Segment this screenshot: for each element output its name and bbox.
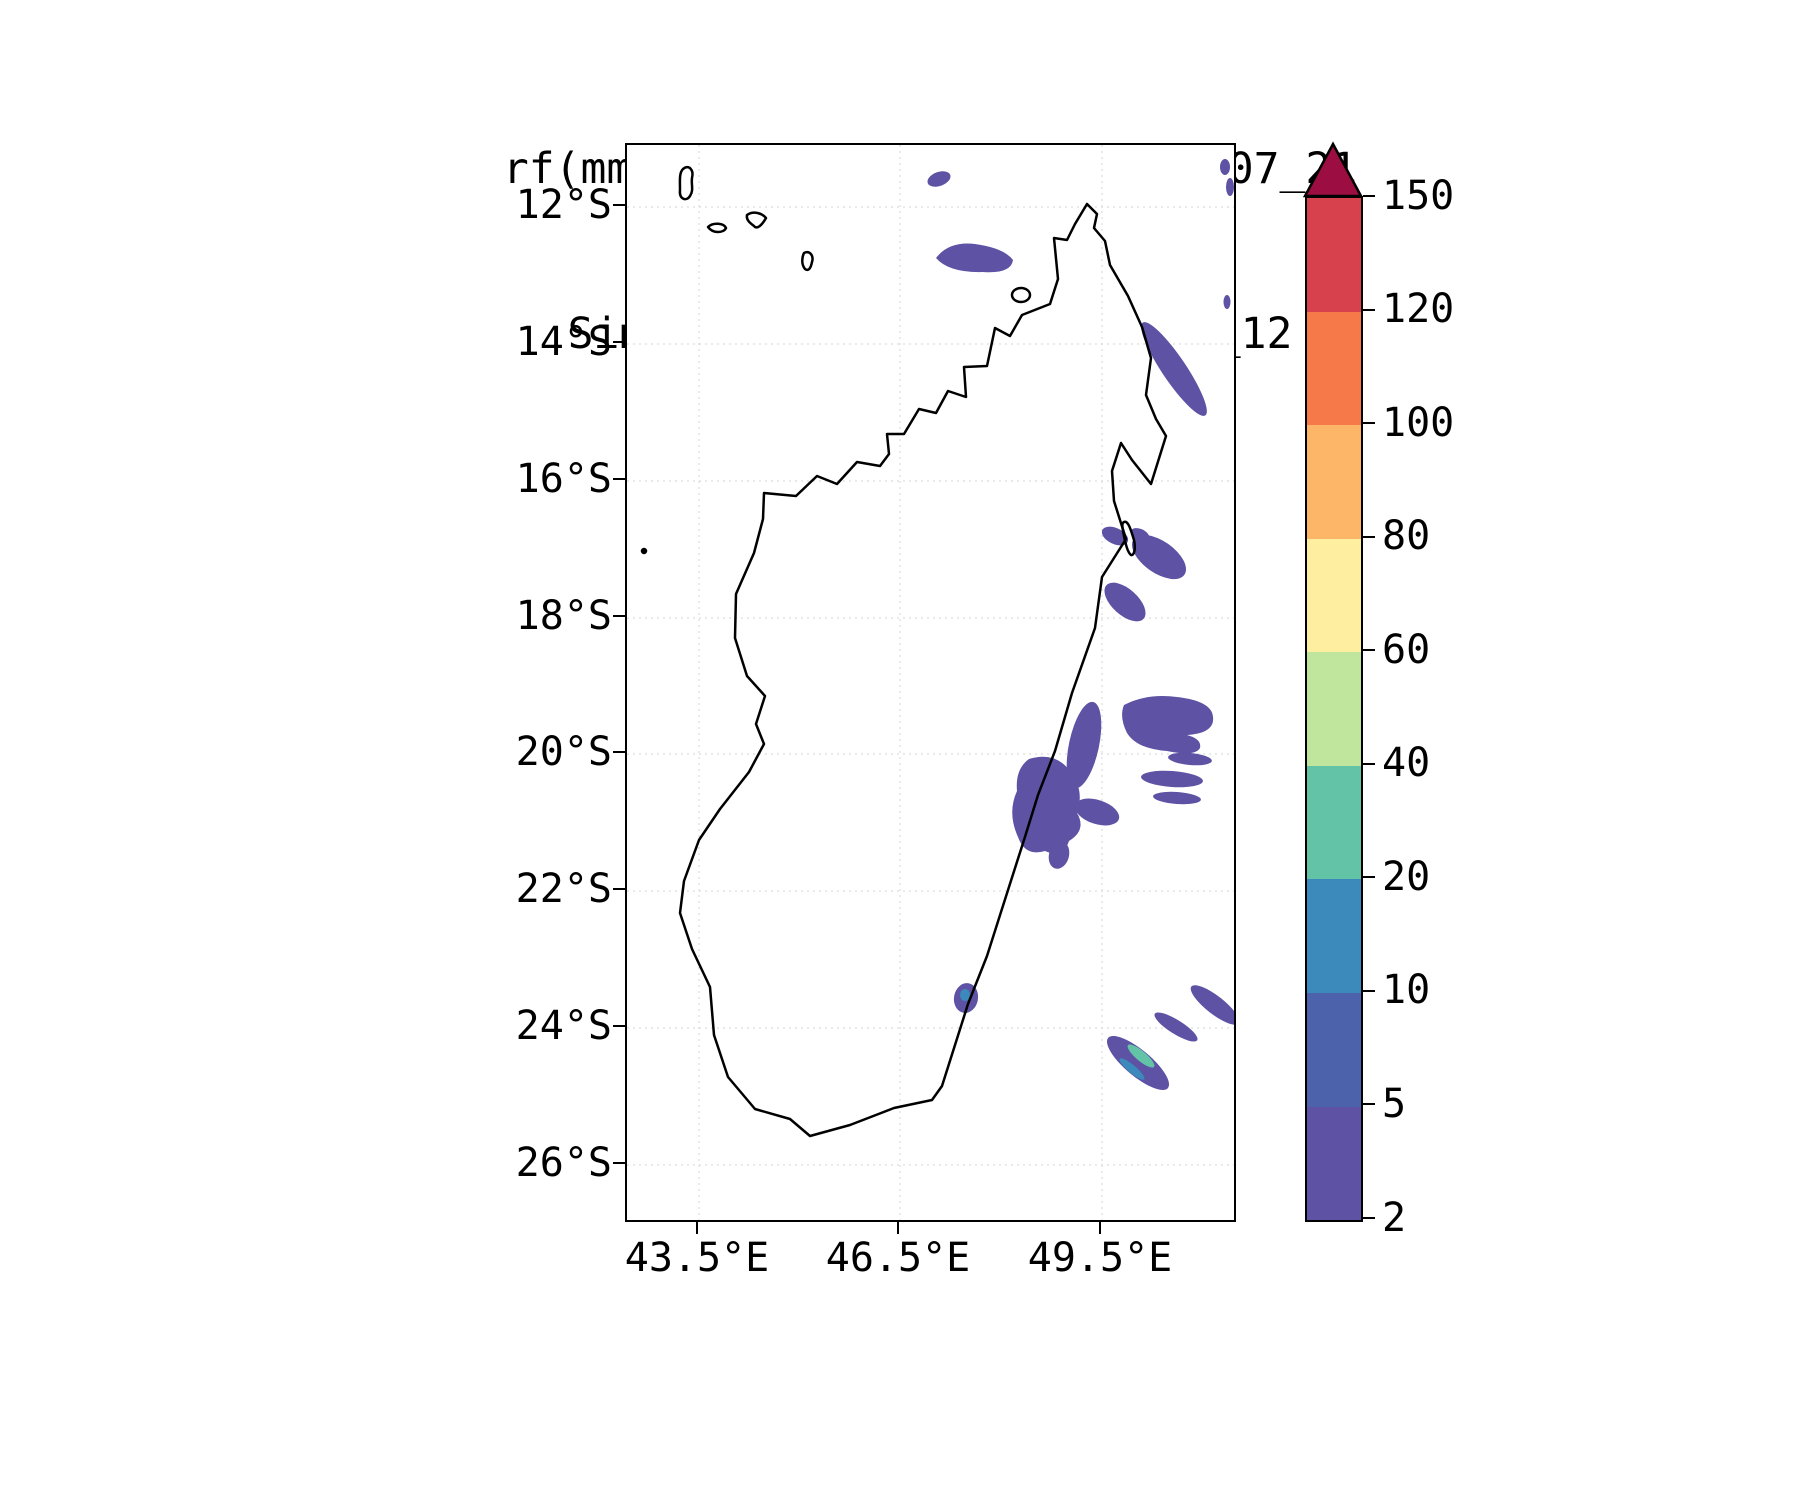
y-tick-label: 16°S: [515, 456, 612, 502]
rain-patch: [936, 243, 1013, 273]
rain-patch: [1130, 528, 1150, 542]
mayotte-island: [801, 251, 814, 272]
y-tick-label: 12°S: [515, 182, 612, 228]
nosy-be-island: [1010, 286, 1032, 304]
colorbar-tick-mark: [1363, 876, 1375, 878]
rain-patch: [1190, 985, 1234, 1025]
rain-patches: [927, 159, 1234, 1090]
colorbar-segment-40-60: [1307, 652, 1361, 766]
colorbar-segment-60-80: [1307, 538, 1361, 653]
colorbar-tick-label: 150: [1382, 173, 1455, 219]
madagascar-coastline: [678, 202, 1168, 1138]
rain-patch-core-20-40: [1127, 1044, 1155, 1068]
gridlines: [627, 145, 1234, 1220]
y-tick-mark: [613, 341, 625, 343]
colorbar-tick-mark: [1363, 1103, 1375, 1105]
rain-patch: [1066, 701, 1102, 789]
colorbar-tick-mark: [1363, 536, 1375, 538]
coastlines: [640, 165, 1168, 1138]
colorbar-tick-mark: [1363, 763, 1375, 765]
x-tick-mark: [696, 1222, 698, 1234]
colorbar-tick-label: 5: [1382, 1081, 1407, 1127]
colorbar-segment-100-120: [1307, 311, 1361, 426]
colorbar-tick-mark: [1363, 1217, 1375, 1219]
colorbar-tick-mark: [1363, 422, 1375, 424]
y-tick-mark: [613, 1025, 625, 1027]
colorbar-segment-10-20: [1307, 879, 1361, 993]
colorbar-tick-label: 60: [1382, 627, 1431, 673]
rain-patch: [1223, 295, 1231, 309]
rain-patch: [1154, 1012, 1198, 1042]
colorbar-segment-120-150: [1307, 198, 1361, 312]
colorbar-over-arrow: [1302, 141, 1364, 198]
rain-patch-core-10-20: [1119, 1058, 1145, 1080]
map-axes: [625, 143, 1236, 1222]
rain-patch: [1168, 752, 1212, 766]
y-tick-label: 14°S: [515, 319, 612, 365]
madagascar-map: [627, 145, 1234, 1220]
rain-patch: [1012, 756, 1081, 854]
colorbar-tick-mark: [1363, 309, 1375, 311]
juan-de-nova-island: [640, 547, 648, 555]
grande-comore-island: [678, 165, 694, 201]
rain-patch: [1131, 534, 1187, 580]
rain-patch: [1104, 582, 1146, 622]
colorbar-tick-label: 120: [1382, 286, 1455, 332]
x-tick-label: 49.5°E: [1027, 1235, 1173, 1281]
colorbar-tick-mark: [1363, 649, 1375, 651]
rain-patch: [1122, 696, 1214, 754]
colorbar-tick-label: 2: [1382, 1195, 1407, 1241]
colorbar-segment-2-5: [1307, 1106, 1361, 1221]
y-tick-mark: [613, 751, 625, 753]
y-tick-mark: [613, 1162, 625, 1164]
colorbar-segment-80-100: [1307, 425, 1361, 539]
y-tick-label: 18°S: [515, 593, 612, 639]
rain-patch: [1048, 841, 1070, 869]
colorbar-tick-mark: [1363, 195, 1375, 197]
rain-patch: [1074, 798, 1120, 826]
sainte-marie-island: [1121, 520, 1137, 557]
colorbar-segment-20-40: [1307, 765, 1361, 880]
y-tick-mark: [613, 478, 625, 480]
y-tick-mark: [613, 888, 625, 890]
rain-patch: [927, 171, 951, 187]
moheli-island: [706, 222, 728, 234]
x-tick-label: 46.5°E: [825, 1235, 971, 1281]
x-tick-mark: [1099, 1222, 1101, 1234]
colorbar-tick-label: 20: [1382, 854, 1431, 900]
colorbar-segment-5-10: [1307, 992, 1361, 1107]
y-tick-label: 22°S: [515, 866, 612, 912]
rain-patch: [1220, 159, 1230, 175]
rain-patch: [1141, 770, 1203, 788]
colorbar-tick-label: 80: [1382, 513, 1431, 559]
over-arrow-triangle: [1302, 141, 1364, 198]
rain-patch: [1141, 322, 1207, 416]
colorbar: [1305, 196, 1363, 1222]
colorbar-tick-label: 100: [1382, 400, 1455, 446]
rain-patch: [1153, 791, 1201, 805]
x-tick-label: 43.5°E: [624, 1235, 770, 1281]
y-tick-mark: [613, 204, 625, 206]
colorbar-tick-label: 40: [1382, 740, 1431, 786]
y-tick-mark: [613, 615, 625, 617]
y-tick-label: 24°S: [515, 1003, 612, 1049]
anjouan-island: [745, 211, 768, 229]
y-tick-label: 20°S: [515, 729, 612, 775]
y-tick-label: 26°S: [515, 1140, 612, 1186]
rain-patch: [1101, 526, 1129, 546]
x-tick-mark: [897, 1222, 899, 1234]
rain-patch: [1106, 1036, 1170, 1090]
rain-patch-core-10-20: [960, 989, 970, 1001]
rain-patch: [1226, 178, 1234, 196]
colorbar-tick-label: 10: [1382, 967, 1431, 1013]
colorbar-tick-mark: [1363, 990, 1375, 992]
